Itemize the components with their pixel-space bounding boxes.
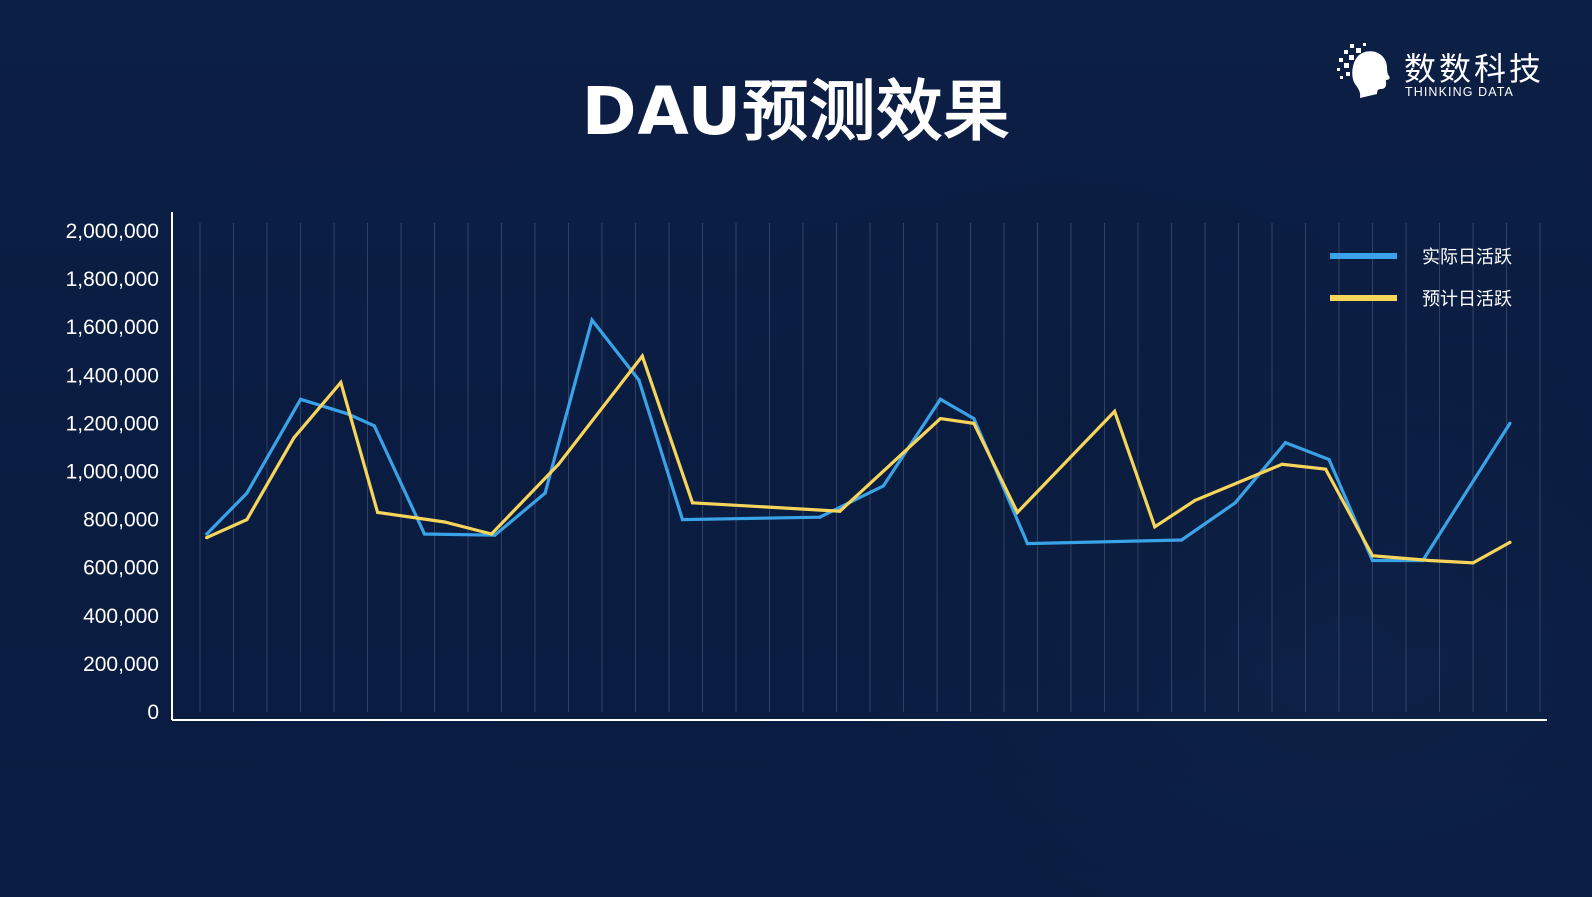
- data-point: [1327, 457, 1331, 462]
- y-tick-label: 200,000: [83, 653, 159, 676]
- data-point: [1471, 561, 1475, 565]
- data-point: [1180, 538, 1184, 542]
- logo-name-en: THINKING DATA: [1405, 85, 1514, 99]
- data-point: [205, 532, 209, 536]
- data-point: [1113, 409, 1117, 413]
- data-point: [680, 518, 685, 522]
- data-point: [1324, 467, 1328, 471]
- axes: [171, 212, 1547, 721]
- legend-label: 实际日活跃: [1422, 247, 1512, 268]
- y-tick-label: 1,600,000: [66, 316, 159, 339]
- data-point: [1153, 525, 1157, 529]
- data-point: [422, 532, 427, 536]
- y-tick-label: 2,000,000: [66, 220, 159, 243]
- data-point: [637, 378, 641, 382]
- data-point: [245, 491, 249, 495]
- y-tick-label: 600,000: [83, 557, 159, 580]
- series-line-predicted: [205, 352, 1512, 565]
- y-tick-labels: 0 200,000 400,000 600,000 800,000 1,000,000 1,…: [66, 220, 159, 724]
- legend-label: 预计日活跃: [1422, 289, 1512, 310]
- data-point: [938, 397, 943, 401]
- data-point: [245, 518, 249, 522]
- data-point: [640, 354, 644, 358]
- data-point: [543, 491, 547, 495]
- data-point: [1508, 421, 1512, 425]
- data-point: [205, 536, 209, 540]
- data-point: [938, 417, 943, 421]
- data-point: [1280, 462, 1284, 466]
- y-tick-label: 800,000: [83, 509, 159, 532]
- y-tick-label: 1,200,000: [66, 412, 159, 435]
- data-point: [1015, 510, 1020, 514]
- vertical-grid: [199, 223, 1541, 712]
- data-point: [299, 397, 303, 401]
- data-point: [556, 462, 561, 466]
- data-point: [493, 533, 497, 537]
- series-line-actual: [205, 316, 1512, 563]
- company-logo: 数数科技 THINKING DATA: [1336, 42, 1546, 102]
- y-tick-label: 1,800,000: [66, 268, 159, 291]
- y-tick-label: 1,400,000: [66, 364, 159, 387]
- data-point: [838, 509, 842, 513]
- data-point: [818, 515, 822, 519]
- data-point: [1508, 540, 1512, 545]
- data-point: [1370, 558, 1375, 563]
- data-point: [292, 436, 296, 440]
- data-point: [1193, 498, 1197, 502]
- data-point: [1427, 558, 1432, 563]
- data-point: [443, 520, 447, 524]
- data-point: [1233, 501, 1237, 505]
- y-tick-label: 0: [147, 701, 159, 724]
- data-point: [972, 421, 976, 425]
- logo-name-cn: 数数科技: [1404, 50, 1545, 88]
- series-lines: [205, 316, 1512, 565]
- data-point: [376, 510, 380, 514]
- data-point: [590, 318, 594, 322]
- data-point: [1025, 542, 1030, 546]
- data-point: [1283, 441, 1288, 445]
- data-point: [690, 501, 695, 505]
- y-tick-label: 1,000,000: [66, 461, 159, 484]
- thinking-head-icon: [1337, 43, 1390, 98]
- data-point: [489, 532, 494, 536]
- y-tick-label: 400,000: [83, 605, 159, 628]
- data-point: [881, 484, 886, 488]
- data-point: [372, 424, 376, 428]
- data-point: [339, 380, 343, 385]
- page-title: DAU预测效果: [581, 73, 1011, 150]
- data-point: [1370, 554, 1375, 558]
- data-point: [972, 417, 976, 421]
